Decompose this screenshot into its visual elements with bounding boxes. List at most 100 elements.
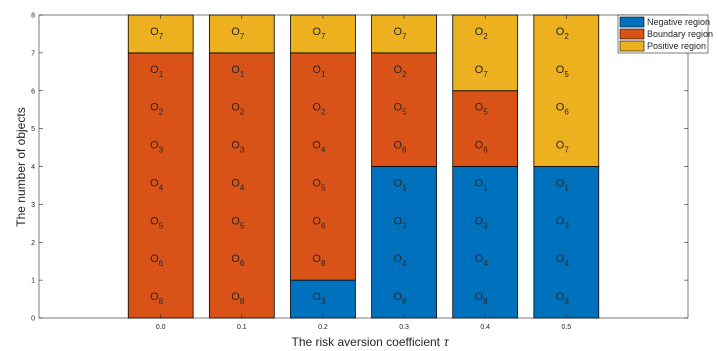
object-label-index: 7 — [564, 146, 569, 155]
y-tick-label: 6 — [31, 88, 35, 95]
object-label: O4 — [556, 253, 570, 268]
object-label-index: 6 — [240, 259, 245, 268]
object-label-letter: O — [312, 102, 321, 114]
object-label-letter: O — [150, 102, 159, 114]
object-label-index: 1 — [564, 183, 569, 192]
object-label: O2 — [312, 102, 326, 117]
object-label: O4 — [150, 177, 164, 192]
bar-segment — [290, 14, 356, 54]
object-label-index: 3 — [564, 221, 569, 230]
object-label-letter: O — [394, 140, 403, 152]
object-label: O3 — [231, 140, 245, 155]
object-label-letter: O — [312, 215, 321, 227]
object-label-index: 7 — [402, 32, 407, 41]
object-label-index: 5 — [483, 108, 488, 117]
object-label-letter: O — [231, 140, 240, 152]
object-label: O5 — [312, 177, 326, 192]
y-tick-label: 7 — [31, 50, 35, 57]
object-label-index: 3 — [402, 221, 407, 230]
object-label-index: 1 — [240, 70, 245, 79]
bar-segment — [371, 166, 437, 319]
object-label-letter: O — [150, 177, 159, 189]
object-label-letter: O — [231, 253, 240, 265]
object-label-index: 5 — [402, 108, 407, 117]
object-label-index: 4 — [402, 259, 407, 268]
object-label: O1 — [312, 64, 326, 79]
object-label-index: 2 — [402, 70, 407, 79]
object-label: O7 — [312, 26, 326, 41]
object-label-letter: O — [312, 177, 321, 189]
object-label-index: 3 — [240, 146, 245, 155]
object-label-index: 3 — [159, 146, 164, 155]
object-label-letter: O — [475, 177, 484, 189]
object-label: O4 — [312, 140, 326, 155]
object-label-letter: O — [312, 26, 321, 38]
object-label-letter: O — [475, 140, 484, 152]
object-label-letter: O — [312, 253, 321, 265]
object-label-index: 6 — [321, 221, 326, 230]
object-label-letter: O — [556, 215, 565, 227]
legend-swatch — [619, 16, 645, 28]
object-label-letter: O — [394, 102, 403, 114]
object-label-letter: O — [556, 102, 565, 114]
object-label-index: 4 — [321, 146, 326, 155]
x-axis-title: The risk aversion coefficient τ — [291, 335, 450, 349]
object-label-letter: O — [150, 64, 159, 76]
object-label-letter: O — [475, 291, 484, 303]
y-tick-label: 3 — [31, 202, 35, 209]
y-tick-label: 8 — [31, 13, 35, 20]
object-label: O3 — [394, 215, 408, 230]
object-label-letter: O — [556, 291, 565, 303]
object-label-letter: O — [150, 26, 159, 38]
object-label-index: 7 — [483, 70, 488, 79]
object-label-letter: O — [475, 102, 484, 114]
object-label: O3 — [312, 291, 326, 306]
object-label: O6 — [312, 215, 326, 230]
object-label: O2 — [556, 26, 570, 41]
object-label: O8 — [475, 291, 489, 306]
object-label-letter: O — [475, 215, 484, 227]
object-label: O1 — [475, 177, 489, 192]
object-label: O6 — [150, 253, 164, 268]
object-label-letter: O — [475, 253, 484, 265]
object-label-index: 5 — [564, 70, 569, 79]
x-tick-label: 0.2 — [318, 324, 328, 331]
bar-segment — [371, 52, 437, 167]
object-label-letter: O — [556, 177, 565, 189]
object-label: O4 — [475, 253, 489, 268]
object-label-index: 4 — [159, 183, 164, 192]
legend-swatch — [619, 40, 645, 52]
object-label-index: 3 — [483, 221, 488, 230]
object-label-index: 2 — [321, 108, 326, 117]
y-tick-label: 1 — [31, 278, 35, 285]
object-label-index: 7 — [240, 32, 245, 41]
object-label-letter: O — [312, 140, 321, 152]
object-label-letter: O — [150, 291, 159, 303]
object-label: O3 — [556, 215, 570, 230]
object-label: O6 — [394, 140, 408, 155]
bar-segment — [452, 14, 519, 92]
object-label: O8 — [394, 291, 408, 306]
object-label: O4 — [231, 177, 245, 192]
object-label-letter: O — [231, 64, 240, 76]
object-label-index: 8 — [402, 297, 407, 306]
object-label: O2 — [394, 64, 408, 79]
object-label-index: 8 — [321, 259, 326, 268]
object-label-index: 6 — [483, 146, 488, 155]
legend-entry: Boundary region — [647, 29, 713, 39]
object-label: O3 — [150, 140, 164, 155]
object-label-index: 4 — [564, 259, 569, 268]
object-label-index: 3 — [321, 297, 326, 306]
object-label: O8 — [312, 253, 326, 268]
object-label: O1 — [394, 177, 408, 192]
object-label: O8 — [231, 291, 245, 306]
object-label: O7 — [475, 64, 489, 79]
object-label: O5 — [556, 64, 570, 79]
object-label-index: 6 — [159, 259, 164, 268]
object-label-letter: O — [475, 26, 484, 38]
object-label-letter: O — [312, 291, 321, 303]
object-label: O5 — [150, 215, 164, 230]
object-label-index: 8 — [564, 297, 569, 306]
object-label-letter: O — [394, 26, 403, 38]
x-tick-label: 0.3 — [399, 324, 409, 331]
